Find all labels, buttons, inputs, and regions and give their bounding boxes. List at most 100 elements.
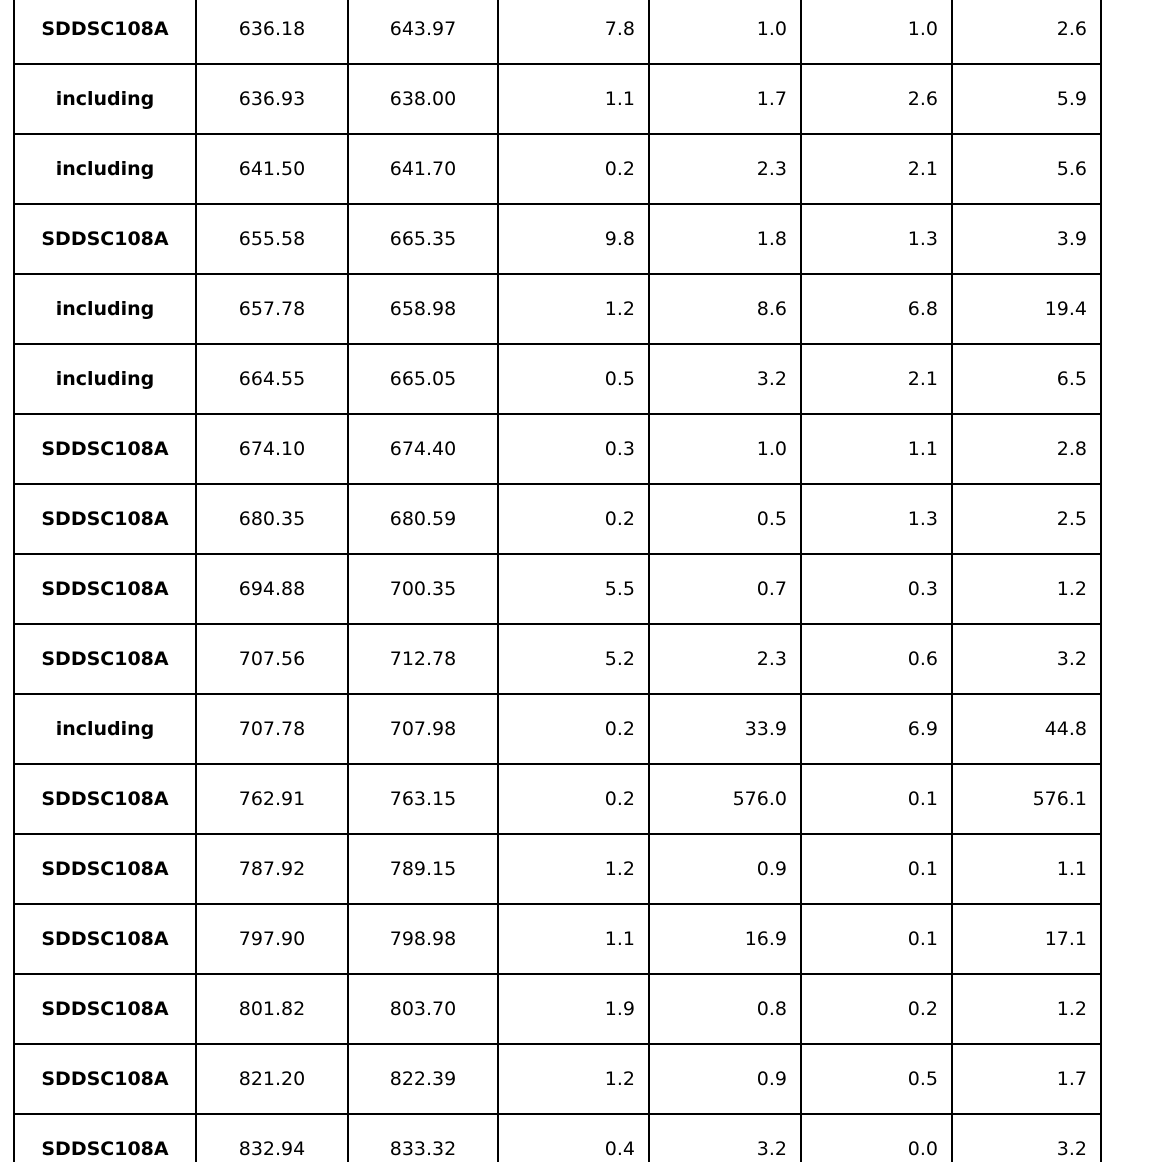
depth-to-cell: 712.78 — [347, 623, 499, 695]
value-1-cell: 33.9 — [648, 693, 802, 765]
depth-from-cell: 821.20 — [195, 1043, 349, 1115]
value-3-cell: 2.5 — [951, 483, 1102, 555]
value-3-cell: 1.2 — [951, 553, 1102, 625]
value-2-cell: 6.9 — [800, 693, 953, 765]
interval-cell: 7.8 — [497, 0, 650, 65]
value-1-cell: 1.0 — [648, 0, 802, 65]
value-1-cell: 0.7 — [648, 553, 802, 625]
value-3-cell: 3.2 — [951, 1113, 1102, 1162]
value-2-cell: 2.6 — [800, 63, 953, 135]
value-3-cell: 19.4 — [951, 273, 1102, 345]
table-row: SDDSC108A 636.18 643.97 7.8 1.0 1.0 2.6 — [13, 0, 1102, 65]
depth-from-cell: 636.93 — [195, 63, 349, 135]
table-row: SDDSC108A 801.82 803.70 1.9 0.8 0.2 1.2 — [13, 973, 1102, 1045]
value-2-cell: 1.1 — [800, 413, 953, 485]
table-row: including 636.93 638.00 1.1 1.7 2.6 5.9 — [13, 63, 1102, 135]
depth-to-cell: 822.39 — [347, 1043, 499, 1115]
value-3-cell: 3.2 — [951, 623, 1102, 695]
interval-cell: 5.2 — [497, 623, 650, 695]
value-3-cell: 44.8 — [951, 693, 1102, 765]
depth-from-cell: 636.18 — [195, 0, 349, 65]
value-2-cell: 1.3 — [800, 483, 953, 555]
table-row: including 657.78 658.98 1.2 8.6 6.8 19.4 — [13, 273, 1102, 345]
hole-id-cell: SDDSC108A — [13, 1043, 197, 1115]
value-1-cell: 1.0 — [648, 413, 802, 485]
hole-id-cell: SDDSC108A — [13, 763, 197, 835]
interval-cell: 1.2 — [497, 273, 650, 345]
interval-cell: 1.2 — [497, 833, 650, 905]
value-2-cell: 1.3 — [800, 203, 953, 275]
value-2-cell: 0.1 — [800, 833, 953, 905]
value-1-cell: 2.3 — [648, 133, 802, 205]
value-2-cell: 0.5 — [800, 1043, 953, 1115]
depth-from-cell: 707.78 — [195, 693, 349, 765]
value-3-cell: 3.9 — [951, 203, 1102, 275]
table-row: SDDSC108A 674.10 674.40 0.3 1.0 1.1 2.8 — [13, 413, 1102, 485]
table-row: SDDSC108A 680.35 680.59 0.2 0.5 1.3 2.5 — [13, 483, 1102, 555]
depth-from-cell: 707.56 — [195, 623, 349, 695]
interval-cell: 5.5 — [497, 553, 650, 625]
depth-from-cell: 680.35 — [195, 483, 349, 555]
value-3-cell: 576.1 — [951, 763, 1102, 835]
hole-id-cell: SDDSC108A — [13, 553, 197, 625]
value-2-cell: 0.2 — [800, 973, 953, 1045]
table-row: SDDSC108A 832.94 833.32 0.4 3.2 0.0 3.2 — [13, 1113, 1102, 1162]
value-1-cell: 3.2 — [648, 343, 802, 415]
depth-from-cell: 797.90 — [195, 903, 349, 975]
interval-cell: 0.3 — [497, 413, 650, 485]
depth-to-cell: 789.15 — [347, 833, 499, 905]
table-row: including 707.78 707.98 0.2 33.9 6.9 44.8 — [13, 693, 1102, 765]
depth-to-cell: 833.32 — [347, 1113, 499, 1162]
interval-cell: 0.5 — [497, 343, 650, 415]
hole-id-cell: including — [13, 63, 197, 135]
interval-cell: 9.8 — [497, 203, 650, 275]
depth-from-cell: 694.88 — [195, 553, 349, 625]
table-row: SDDSC108A 821.20 822.39 1.2 0.9 0.5 1.7 — [13, 1043, 1102, 1115]
depth-to-cell: 803.70 — [347, 973, 499, 1045]
interval-cell: 1.9 — [497, 973, 650, 1045]
depth-to-cell: 665.05 — [347, 343, 499, 415]
depth-to-cell: 665.35 — [347, 203, 499, 275]
value-2-cell: 2.1 — [800, 133, 953, 205]
value-3-cell: 5.9 — [951, 63, 1102, 135]
interval-cell: 0.2 — [497, 133, 650, 205]
interval-cell: 1.1 — [497, 63, 650, 135]
value-1-cell: 3.2 — [648, 1113, 802, 1162]
interval-cell: 1.2 — [497, 1043, 650, 1115]
table-row: SDDSC108A 797.90 798.98 1.1 16.9 0.1 17.1 — [13, 903, 1102, 975]
depth-to-cell: 680.59 — [347, 483, 499, 555]
value-1-cell: 16.9 — [648, 903, 802, 975]
value-1-cell: 0.8 — [648, 973, 802, 1045]
value-3-cell: 5.6 — [951, 133, 1102, 205]
table-row: including 641.50 641.70 0.2 2.3 2.1 5.6 — [13, 133, 1102, 205]
table-row: SDDSC108A 694.88 700.35 5.5 0.7 0.3 1.2 — [13, 553, 1102, 625]
value-1-cell: 0.5 — [648, 483, 802, 555]
value-3-cell: 1.1 — [951, 833, 1102, 905]
interval-cell: 0.4 — [497, 1113, 650, 1162]
value-2-cell: 0.3 — [800, 553, 953, 625]
hole-id-cell: SDDSC108A — [13, 903, 197, 975]
value-3-cell: 17.1 — [951, 903, 1102, 975]
value-2-cell: 2.1 — [800, 343, 953, 415]
hole-id-cell: including — [13, 693, 197, 765]
value-3-cell: 2.8 — [951, 413, 1102, 485]
table-row: SDDSC108A 655.58 665.35 9.8 1.8 1.3 3.9 — [13, 203, 1102, 275]
depth-from-cell: 657.78 — [195, 273, 349, 345]
value-2-cell: 0.0 — [800, 1113, 953, 1162]
hole-id-cell: SDDSC108A — [13, 413, 197, 485]
value-3-cell: 1.7 — [951, 1043, 1102, 1115]
table-row: SDDSC108A 707.56 712.78 5.2 2.3 0.6 3.2 — [13, 623, 1102, 695]
depth-from-cell: 664.55 — [195, 343, 349, 415]
value-2-cell: 1.0 — [800, 0, 953, 65]
table-row: SDDSC108A 787.92 789.15 1.2 0.9 0.1 1.1 — [13, 833, 1102, 905]
depth-from-cell: 832.94 — [195, 1113, 349, 1162]
depth-to-cell: 638.00 — [347, 63, 499, 135]
table-body: SDDSC108A 636.18 643.97 7.8 1.0 1.0 2.6 includi… — [13, 0, 1102, 1162]
depth-to-cell: 658.98 — [347, 273, 499, 345]
value-1-cell: 8.6 — [648, 273, 802, 345]
depth-to-cell: 700.35 — [347, 553, 499, 625]
hole-id-cell: SDDSC108A — [13, 0, 197, 65]
depth-to-cell: 798.98 — [347, 903, 499, 975]
value-1-cell: 1.8 — [648, 203, 802, 275]
